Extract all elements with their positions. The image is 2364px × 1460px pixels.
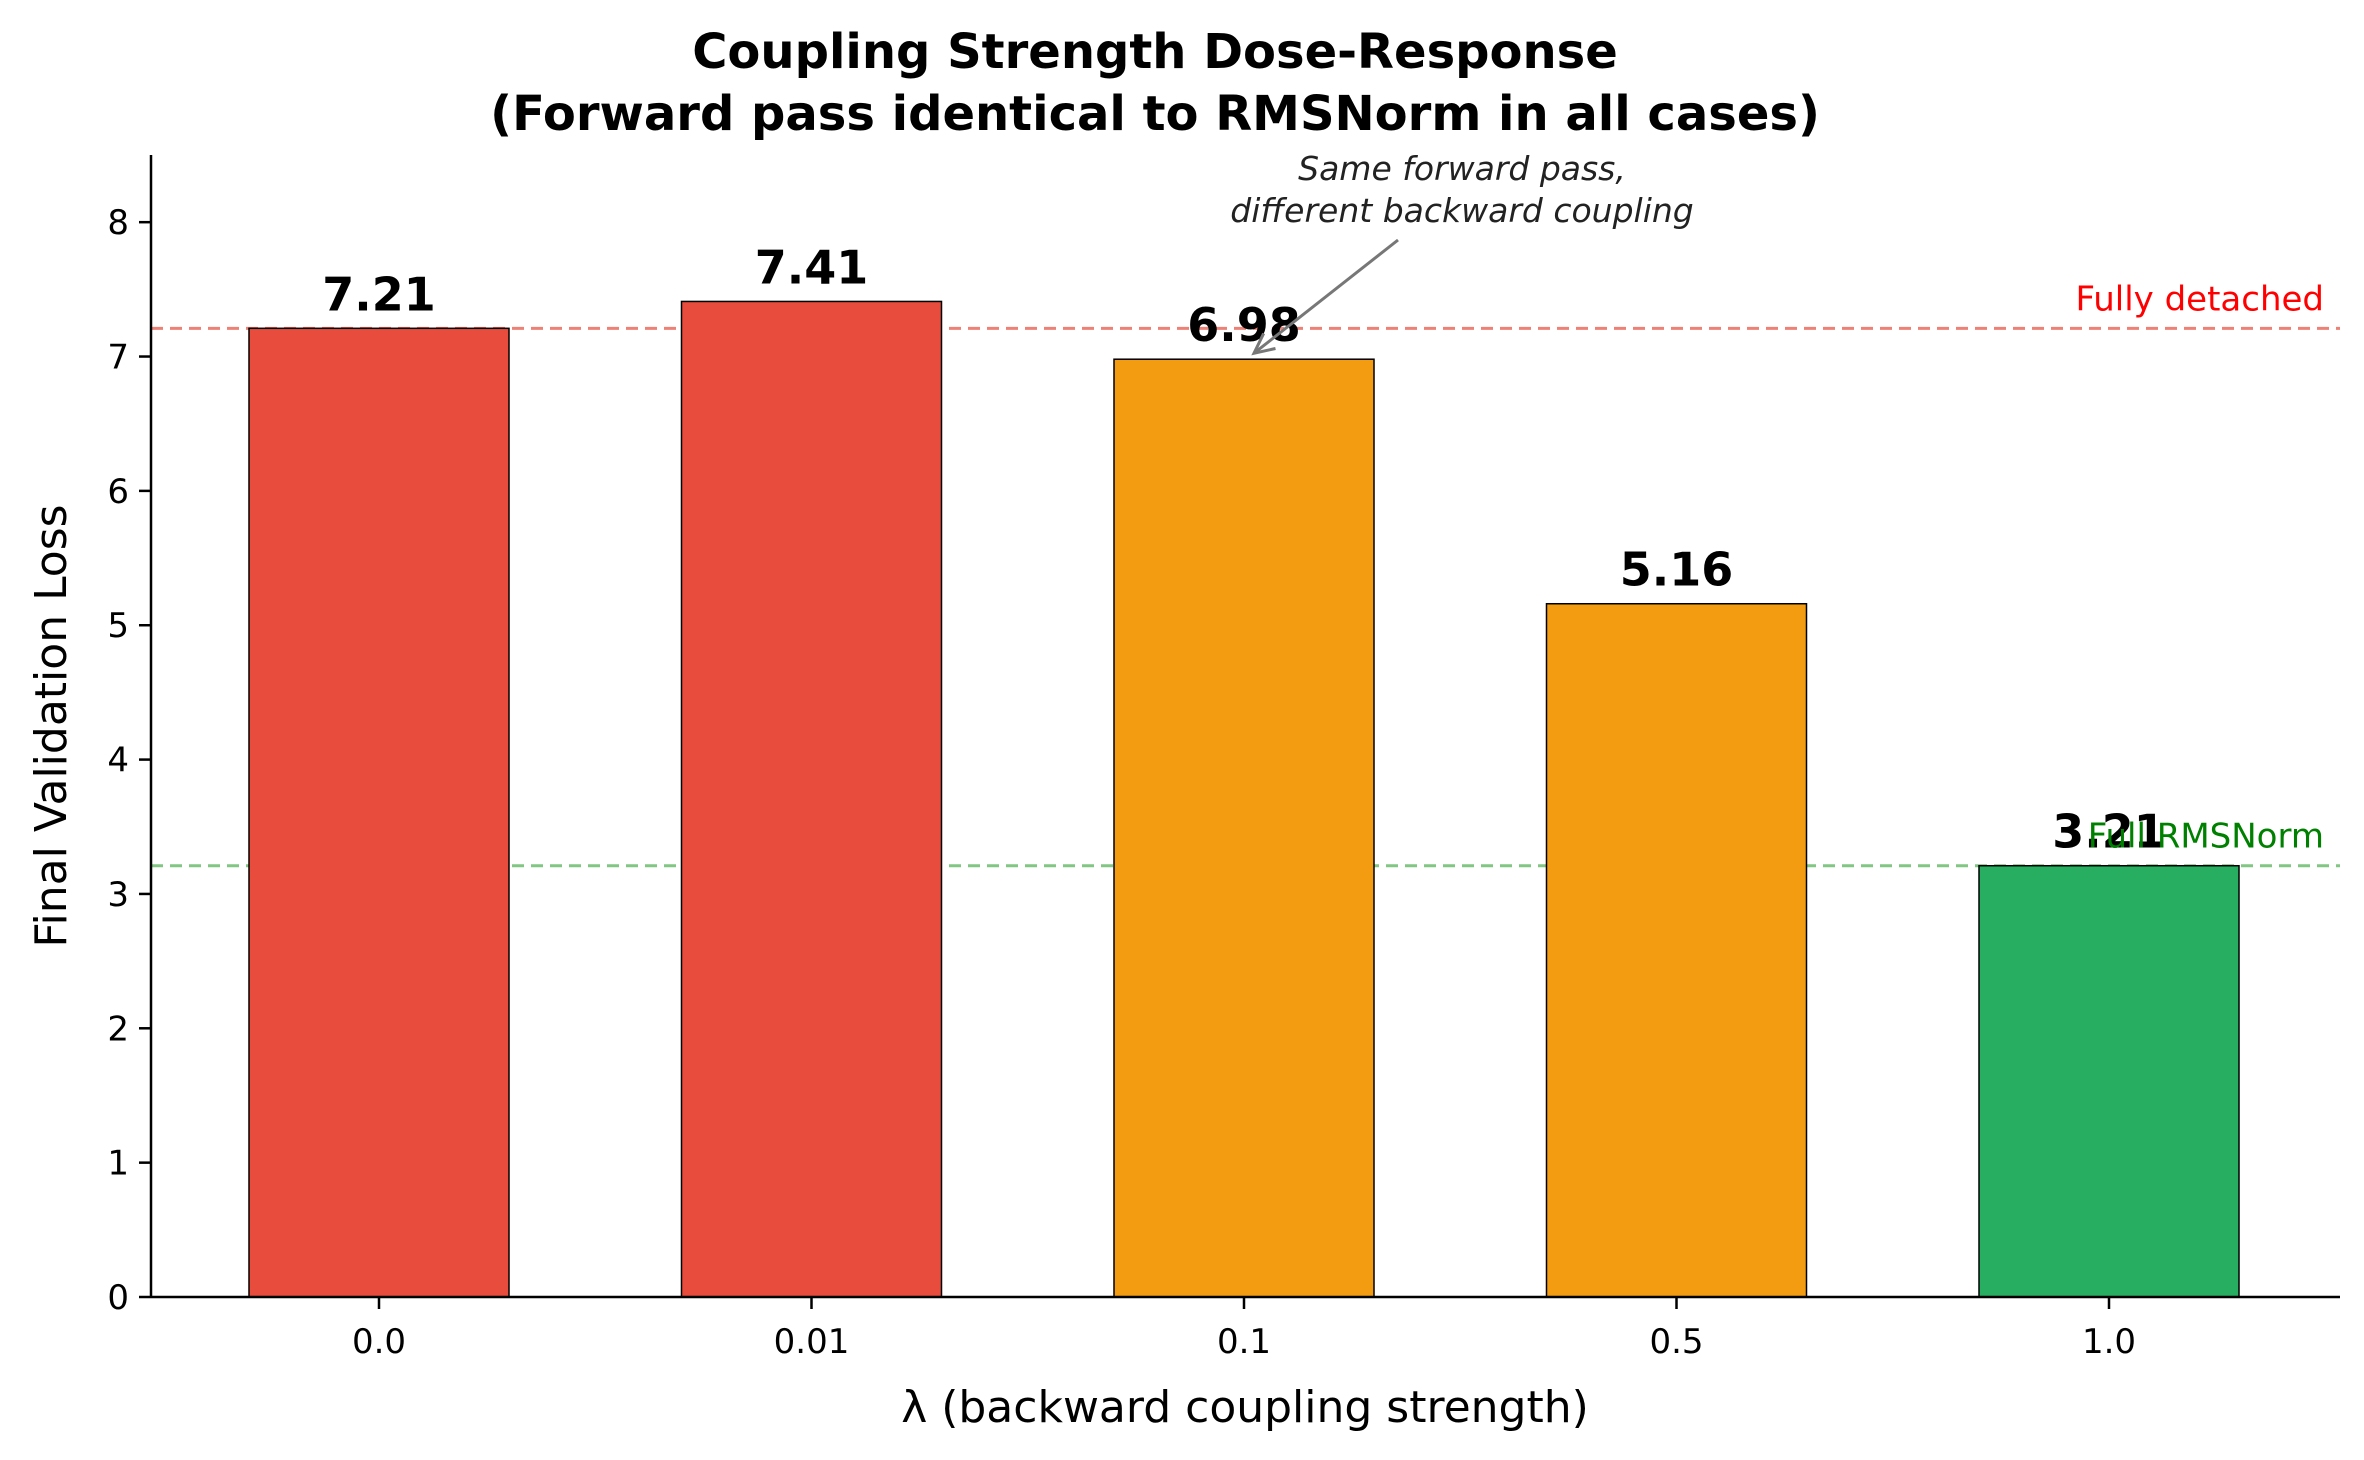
x-axis-label: λ (backward coupling strength)	[901, 1382, 1589, 1433]
bar	[1113, 358, 1375, 1298]
y-tick-label: 7	[107, 338, 129, 378]
y-ticks: 0 1 2 3 4 5 6 7 8	[107, 203, 151, 1318]
x-tick-label: 0.1	[1217, 1322, 1271, 1362]
chart-subtitle: (Forward pass identical to RMSNorm in al…	[490, 86, 1820, 142]
annotation-arrow-head	[1251, 332, 1276, 356]
annotation-arrow	[1253, 238, 1399, 355]
bar	[1545, 602, 1808, 1298]
x-tick-label: 1.0	[2082, 1322, 2136, 1362]
annotation-line-1: Same forward pass,	[1298, 149, 1626, 188]
chart-title: Coupling Strength Dose-Response	[692, 24, 1618, 80]
y-tick-label: 0	[107, 1278, 129, 1318]
annotation: Same forward pass, different backward co…	[1230, 149, 1694, 356]
x-tick-label: 0.01	[774, 1322, 850, 1362]
y-tick-label: 3	[107, 875, 129, 915]
x-ticks: 0.0 0.01 0.1 0.5 1.0	[352, 1297, 2136, 1362]
y-tick-label: 1	[107, 1144, 129, 1184]
x-tick-label: 0.0	[352, 1322, 406, 1362]
x-tick-label: 0.5	[1649, 1322, 1703, 1362]
y-tick-label: 6	[107, 472, 129, 512]
bar	[680, 300, 943, 1298]
y-tick-label: 5	[107, 606, 129, 646]
bar-value-label: 7.41	[755, 240, 869, 294]
y-tick-label: 2	[107, 1009, 129, 1049]
y-tick-label: 4	[107, 741, 129, 781]
reference-line-label: Full RMSNorm	[2088, 817, 2324, 857]
bar-value-label: 7.21	[322, 267, 436, 321]
y-axis-label: Final Validation Loss	[26, 504, 77, 947]
bar-value-label: 3.21	[2052, 805, 2166, 859]
reference-line-label: Fully detached	[2076, 279, 2324, 319]
bar-value-label: 6.98	[1187, 298, 1301, 352]
value-labels: 7.21 7.41 6.98 5.16 3.21	[322, 240, 2166, 858]
bar-value-label: 5.16	[1620, 543, 1734, 597]
bars	[248, 300, 2240, 1298]
bar	[1978, 864, 2240, 1298]
y-tick-label: 8	[107, 203, 129, 243]
reference-labels: Fully detached Full RMSNorm	[2076, 279, 2324, 856]
bar	[248, 327, 510, 1298]
annotation-line-2: different backward coupling	[1230, 191, 1693, 230]
